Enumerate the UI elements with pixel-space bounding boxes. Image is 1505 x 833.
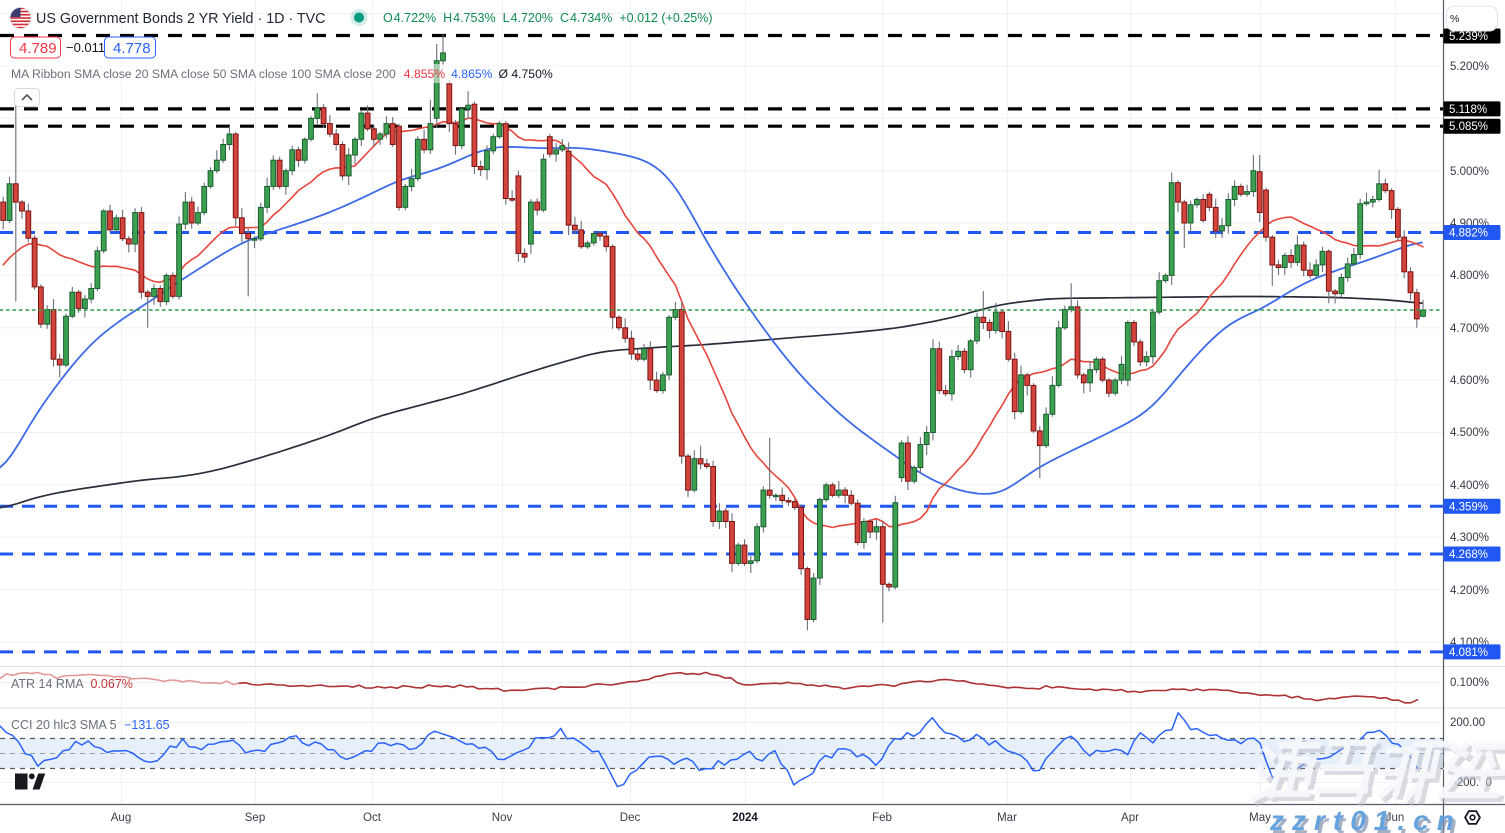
svg-text:CCI 20 hlc3 SMA 5 −131.65: CCI 20 hlc3 SMA 5 −131.65 — [11, 718, 170, 732]
svg-text:Apr: Apr — [1121, 812, 1139, 824]
svg-text:zzrt01.cn: zzrt01.cn — [1272, 808, 1465, 833]
svg-text:US Government Bonds 2 YR Yield: US Government Bonds 2 YR Yield · 1D · TV… — [36, 11, 326, 27]
svg-text:5.200%: 5.200% — [1450, 61, 1489, 73]
svg-text:200.00: 200.00 — [1450, 717, 1485, 729]
svg-text:Dec: Dec — [620, 812, 641, 824]
svg-text:Aug: Aug — [111, 812, 131, 824]
svg-text:5.000%: 5.000% — [1450, 166, 1489, 178]
svg-text:4.882%: 4.882% — [1449, 228, 1488, 240]
svg-text:4.081%: 4.081% — [1449, 647, 1488, 659]
svg-text:zzrt01.cn: zzrt01.cn — [1269, 805, 1462, 833]
svg-text:4.800%: 4.800% — [1450, 270, 1489, 282]
svg-text:4.778: 4.778 — [113, 40, 151, 57]
svg-text:−0.011: −0.011 — [66, 40, 105, 55]
svg-text:4.789: 4.789 — [19, 40, 57, 57]
svg-text:ATR 14 RMA 0.067%: ATR 14 RMA 0.067% — [11, 677, 133, 691]
svg-text:O4.722%H4.753%L4.720%C4.734%+0: O4.722% H4.753% L4.720% C4.734% +0.012 (+0.2… — [383, 11, 713, 25]
svg-text:4.268%: 4.268% — [1449, 549, 1488, 561]
svg-text:4.500%: 4.500% — [1450, 427, 1489, 439]
svg-text:MA Ribbon SMA close 20 SMA clo: MA Ribbon SMA close 20 SMA close 50 SMA … — [11, 67, 553, 81]
svg-text:%: % — [1450, 13, 1459, 25]
svg-text:Sep: Sep — [245, 812, 265, 824]
svg-text:Feb: Feb — [872, 812, 892, 824]
svg-text:4.700%: 4.700% — [1450, 323, 1489, 335]
svg-text:4.200%: 4.200% — [1450, 585, 1489, 597]
svg-text:0.100%: 0.100% — [1450, 677, 1489, 689]
svg-text:May: May — [1249, 812, 1271, 824]
svg-text:Nov: Nov — [492, 812, 513, 824]
svg-text:Mar: Mar — [997, 812, 1017, 824]
svg-text:Oct: Oct — [363, 812, 382, 824]
svg-text:4.359%: 4.359% — [1449, 501, 1488, 513]
svg-text:5.239%: 5.239% — [1449, 31, 1488, 43]
svg-text:Jun: Jun — [1386, 812, 1405, 824]
svg-text:5.118%: 5.118% — [1449, 104, 1487, 116]
svg-text:4.300%: 4.300% — [1450, 532, 1489, 544]
svg-text:2024: 2024 — [732, 812, 758, 824]
svg-text:4.600%: 4.600% — [1450, 375, 1489, 387]
svg-text:5.085%: 5.085% — [1449, 121, 1488, 133]
svg-text:4.400%: 4.400% — [1450, 480, 1489, 492]
